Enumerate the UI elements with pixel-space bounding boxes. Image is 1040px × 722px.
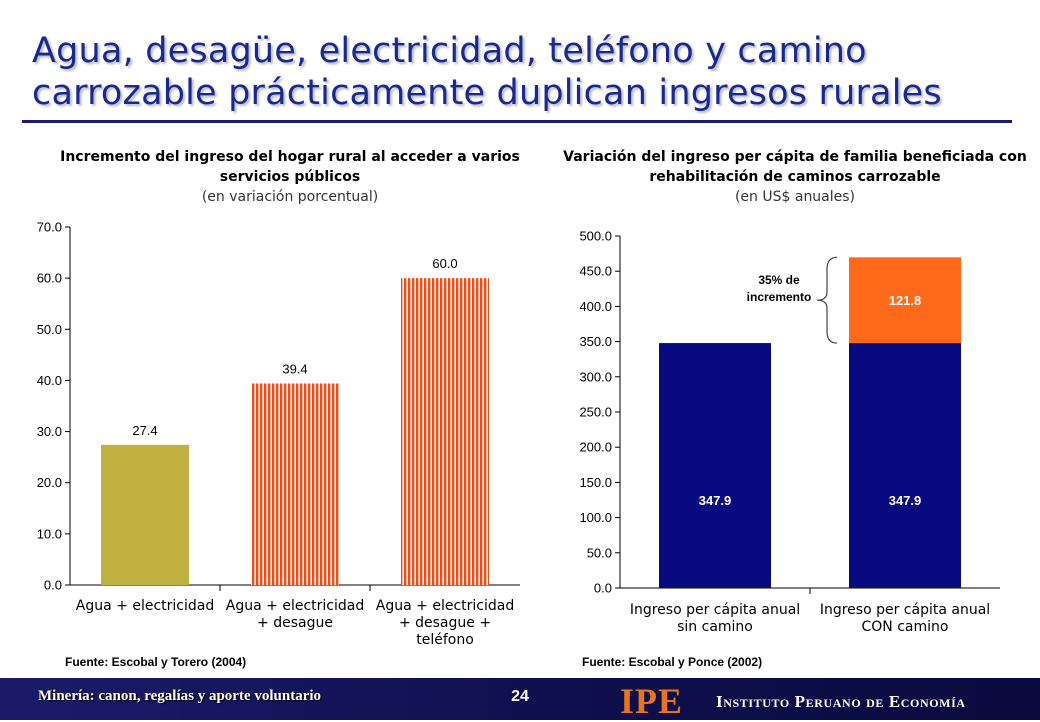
chart1-ytick-label: 60.0 [37, 271, 62, 286]
chart1-plot: 0.0 10.0 20.0 30.0 40.0 50.0 60.0 70.0 27.4 Agua … [37, 220, 520, 648]
title-underline [22, 120, 1012, 123]
chart2-ytick-label: 0.0 [594, 581, 612, 596]
chart2-ytick-label: 500.0 [579, 229, 612, 244]
charts-canvas: 0.0 10.0 20.0 30.0 40.0 50.0 60.0 70.0 27.4 Agua … [37, 220, 1000, 648]
chart1-category-label: teléfono [416, 632, 474, 648]
chart2-annotation-text: incremento [747, 290, 812, 304]
chart1-category-label: + desague + [399, 615, 491, 631]
chart2-annotation-text: 35% de [758, 273, 800, 287]
page-number: 24 [511, 688, 529, 705]
chart1-ytick-label: 70.0 [37, 220, 62, 235]
chart1-category-label: + desague [257, 615, 333, 631]
chart1-heading: Incremento del ingreso del hogar rural a… [60, 147, 520, 207]
chart2-ytick-label: 200.0 [579, 440, 612, 455]
chart1-data-label: 60.0 [432, 256, 457, 271]
chart2-ytick-label: 150.0 [579, 475, 612, 490]
chart2-data-label: 121.8 [889, 293, 922, 308]
chart1-subtitle: (en variación porcentual) [201, 189, 379, 205]
footer-presentation-title: Minería: canon, regalías y aporte volunt… [38, 688, 322, 704]
chart1-ytick-label: 50.0 [37, 322, 62, 337]
chart1-ytick-label: 20.0 [37, 475, 62, 490]
chart1-category-label: Agua + electricidad [376, 598, 514, 614]
chart1-bar [251, 383, 339, 585]
chart1-ytick-label: 40.0 [37, 373, 62, 388]
chart2-category-label: Ingreso per cápita anual [820, 602, 990, 618]
chart2-heading: Variación del ingreso per cápita de fami… [555, 147, 1035, 207]
chart1-data-label: 39.4 [282, 361, 307, 376]
institute-name: Instituto Peruano de Economía [716, 692, 966, 711]
chart2-ytick-label: 50.0 [587, 545, 612, 560]
ipe-logo: IPE [620, 681, 684, 721]
chart1-data-label: 27.4 [132, 423, 157, 438]
chart1-category-label: Agua + electricidad [76, 598, 214, 614]
chart2-ytick-label: 250.0 [579, 405, 612, 420]
chart2-category-label: CON camino [862, 619, 949, 635]
chart2-bar-segment [849, 257, 961, 344]
chart2-bar-segment [659, 343, 771, 588]
chart2-plot: 0.0 50.0 100.0 150.0 200.0 250.0 300.0 350.0 400… [579, 229, 1000, 635]
chart2-data-label: 347.9 [699, 493, 732, 508]
footer-bar: Minería: canon, regalías y aporte volunt… [0, 678, 1040, 721]
chart1-ytick-label: 0.0 [44, 578, 62, 593]
chart2-source: Fuente: Escobal y Ponce (2002) [582, 655, 763, 669]
chart1-title: Incremento del ingreso del hogar rural a… [60, 149, 520, 185]
chart2-category-label: sin camino [677, 619, 753, 635]
chart2-category-label: Ingreso per cápita anual [630, 602, 800, 618]
chart1-bar [101, 444, 189, 585]
chart2-ytick-label: 350.0 [579, 334, 612, 349]
chart2-ytick-label: 400.0 [579, 299, 612, 314]
chart2-ytick-label: 300.0 [579, 369, 612, 384]
chart1-source: Fuente: Escobal y Torero (2004) [65, 655, 247, 669]
chart2-subtitle: (en US$ anuales) [734, 189, 856, 205]
chart1-ytick-label: 30.0 [37, 424, 62, 439]
chart1-bar [401, 278, 489, 585]
chart2-data-label: 347.9 [889, 493, 922, 508]
chart2-ytick-label: 100.0 [579, 510, 612, 525]
slide-title: Agua, desagüe, electricidad, teléfono y … [32, 31, 942, 113]
chart2-title: Variación del ingreso per cápita de fami… [563, 149, 1027, 185]
chart1-category-label: Agua + electricidad [226, 598, 364, 614]
chart2-ytick-label: 450.0 [579, 264, 612, 279]
chart1-ytick-label: 10.0 [37, 526, 62, 541]
chart2-annotation-brace [816, 256, 838, 344]
chart2-bar-segment [849, 343, 961, 588]
